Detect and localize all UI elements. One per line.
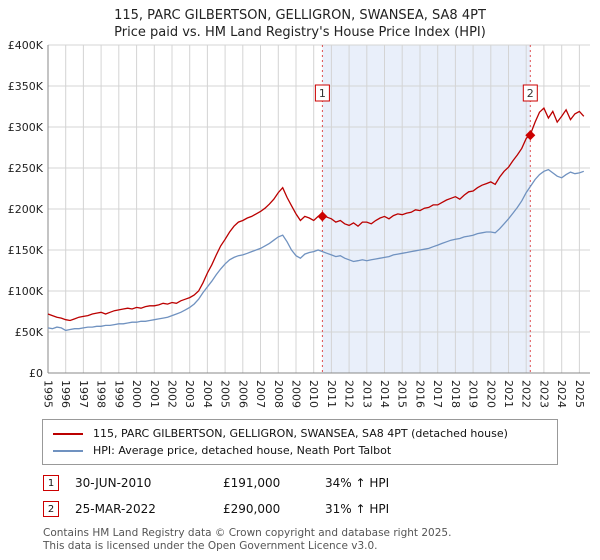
svg-text:1: 1 [319, 87, 326, 100]
svg-text:2011: 2011 [325, 380, 338, 408]
svg-text:1997: 1997 [77, 380, 90, 408]
svg-text:1999: 1999 [112, 380, 125, 408]
svg-text:1998: 1998 [95, 380, 108, 408]
svg-text:£100K: £100K [8, 285, 44, 298]
svg-text:2010: 2010 [307, 380, 320, 408]
svg-text:£50K: £50K [15, 326, 44, 339]
svg-text:2005: 2005 [219, 380, 232, 408]
sale-vs-hpi-2: 31% ↑ HPI [325, 502, 390, 516]
svg-text:£150K: £150K [8, 244, 44, 257]
svg-text:2013: 2013 [360, 380, 373, 408]
svg-text:2016: 2016 [414, 380, 427, 408]
svg-text:2006: 2006 [236, 380, 249, 408]
svg-text:2002: 2002 [166, 380, 179, 408]
sale-marker-2: 2 [43, 501, 59, 517]
svg-text:1995: 1995 [42, 380, 55, 408]
legend-label-property: 115, PARC GILBERTSON, GELLIGRON, SWANSEA… [93, 427, 508, 440]
svg-text:£200K: £200K [8, 203, 44, 216]
chart-legend: 115, PARC GILBERTSON, GELLIGRON, SWANSEA… [42, 419, 558, 465]
chart-titles: 115, PARC GILBERTSON, GELLIGRON, SWANSEA… [0, 0, 600, 41]
svg-text:2000: 2000 [130, 380, 143, 408]
svg-text:2024: 2024 [555, 380, 568, 408]
svg-text:£250K: £250K [8, 162, 44, 175]
price-history-chart: 1995 1996 1997 1998 1999 2000 2001 2002 2003 2004… [8, 41, 590, 408]
svg-text:2025: 2025 [573, 380, 586, 408]
sale-row-1: 1 30-JUN-2010 £191,000 34% ↑ HPI [43, 475, 600, 491]
svg-text:1996: 1996 [59, 380, 72, 408]
sale-price-1: £191,000 [223, 476, 281, 490]
svg-text:£300K: £300K [8, 121, 44, 134]
svg-text:2001: 2001 [148, 380, 161, 408]
svg-text:2019: 2019 [467, 380, 480, 408]
property-line-swatch [53, 432, 83, 435]
svg-text:2004: 2004 [201, 380, 214, 408]
svg-text:2003: 2003 [183, 380, 196, 408]
svg-text:2007: 2007 [254, 380, 267, 408]
sale-marker-1: 1 [43, 475, 59, 491]
hpi-line-swatch [53, 449, 83, 452]
sale-vs-hpi-1: 34% ↑ HPI [325, 476, 390, 490]
legend-item-property: 115, PARC GILBERTSON, GELLIGRON, SWANSEA… [53, 425, 547, 442]
svg-text:2015: 2015 [396, 380, 409, 408]
page-title: 115, PARC GILBERTSON, GELLIGRON, SWANSEA… [114, 8, 486, 23]
svg-text:2: 2 [527, 87, 534, 100]
license-footer: Contains HM Land Registry data © Crown c… [43, 527, 600, 553]
svg-text:2008: 2008 [272, 380, 285, 408]
svg-text:2018: 2018 [449, 380, 462, 408]
sales-table: 1 30-JUN-2010 £191,000 34% ↑ HPI 2 25-MA… [43, 475, 600, 517]
legend-item-hpi: HPI: Average price, detached house, Neat… [53, 442, 547, 459]
footer-line-1: Contains HM Land Registry data © Crown c… [43, 527, 452, 539]
svg-text:£0: £0 [29, 367, 43, 380]
sale-date-2: 25-MAR-2022 [75, 502, 156, 516]
sale-date-1: 30-JUN-2010 [75, 476, 152, 490]
svg-text:2020: 2020 [484, 380, 497, 408]
legend-label-hpi: HPI: Average price, detached house, Neat… [93, 444, 392, 457]
svg-text:£400K: £400K [8, 41, 44, 52]
sale-price-2: £290,000 [223, 502, 281, 516]
footer-line-2: This data is licensed under the Open Gov… [43, 540, 378, 552]
page-subtitle: Price paid vs. HM Land Registry's House … [114, 25, 486, 40]
svg-text:2021: 2021 [502, 380, 515, 408]
svg-text:2017: 2017 [431, 380, 444, 408]
svg-text:2014: 2014 [378, 380, 391, 408]
svg-text:2012: 2012 [343, 380, 356, 408]
svg-text:2022: 2022 [520, 380, 533, 408]
sale-row-2: 2 25-MAR-2022 £290,000 31% ↑ HPI [43, 501, 600, 517]
svg-text:£350K: £350K [8, 80, 44, 93]
svg-text:2009: 2009 [290, 380, 303, 408]
svg-text:2023: 2023 [537, 380, 550, 408]
